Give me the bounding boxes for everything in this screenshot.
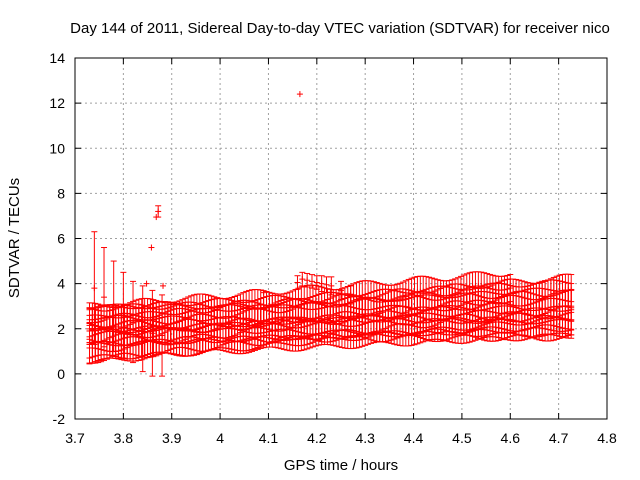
x-tick-label: 4.6 [501,430,521,446]
x-tick-label: 3.8 [114,430,134,446]
x-tick-label: 4.2 [307,430,327,446]
x-tick-label: 4.4 [404,430,424,446]
y-tick-label: 12 [49,95,65,111]
y-tick-label: 8 [57,185,65,201]
y-tick-label: 4 [57,276,65,292]
x-tick-label: 4.3 [355,430,375,446]
chart-title: Day 144 of 2011, Sidereal Day-to-day VTE… [70,20,610,37]
x-tick-label: 3.9 [162,430,182,446]
y-tick-label: 6 [57,231,65,247]
grid [75,58,607,419]
x-tick-label: 4 [216,430,224,446]
y-tick-label: 14 [49,50,65,66]
x-tick-label: 4.1 [259,430,279,446]
y-tick-label: 10 [49,140,65,156]
y-tick-label: 0 [57,366,65,382]
x-tick-label: 4.5 [452,430,472,446]
x-tick-label: 4.8 [597,430,617,446]
y-tick-label: 2 [57,321,65,337]
x-tick-label: 3.7 [65,430,85,446]
axis-ticks: 3.7 3.8 3.9 4 4.1 4.2 4.3 4.4 4.5 4.6 4.7 4.8 -2 0 2 4 6… [49,50,617,446]
x-tick-label: 4.7 [549,430,569,446]
data-series [86,91,575,377]
y-tick-label: -2 [53,411,66,427]
